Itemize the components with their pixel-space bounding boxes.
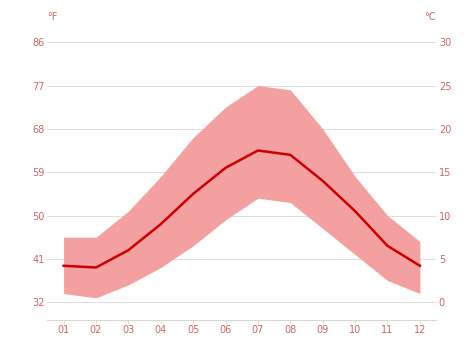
Text: °C: °C: [425, 12, 436, 22]
Text: °F: °F: [47, 12, 58, 22]
